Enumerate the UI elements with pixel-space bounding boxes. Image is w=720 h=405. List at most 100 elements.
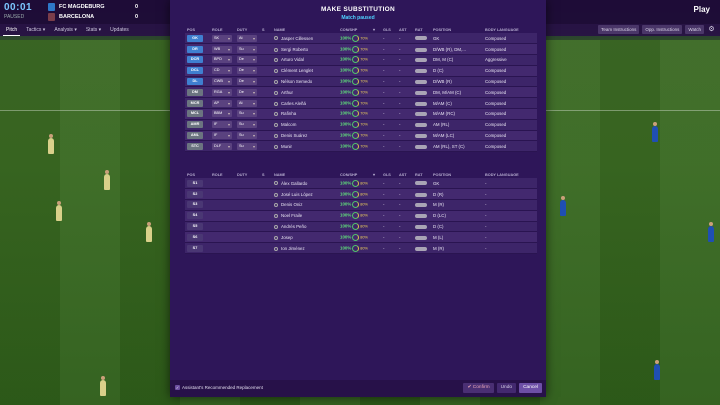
role-select[interactable]: BPD — [212, 56, 232, 64]
table-row[interactable]: DM RGA De Arthur 100% 70% - - DM, M/AM (C) Compos… — [185, 86, 537, 98]
table-row[interactable]: AML IF Su Denis Suárez 100% 70% - - M/AM (LC) Com… — [185, 130, 537, 141]
position-badge[interactable]: S3 — [187, 201, 203, 209]
player-name[interactable]: Ion Jiménez — [281, 245, 305, 251]
opp-instructions-button[interactable]: Opp. Instructions — [642, 25, 683, 34]
player-name[interactable]: Denis Suárez — [281, 133, 308, 139]
role-select[interactable]: DLF — [212, 142, 232, 150]
duty-select[interactable]: Su — [237, 132, 257, 140]
role-select[interactable]: WB — [212, 45, 232, 53]
player-name[interactable]: Carles Aleñá — [281, 100, 306, 106]
player-info-icon[interactable] — [274, 123, 278, 128]
player-name[interactable]: Noel Fraile — [281, 213, 303, 219]
position-badge[interactable]: S4 — [187, 212, 203, 220]
table-row[interactable]: S1 Àlex Gallardo 100% 80% - - GK - — [185, 178, 537, 189]
player-name[interactable]: Clément Lenglet — [281, 68, 313, 74]
player-info-icon[interactable] — [274, 181, 278, 186]
player-name[interactable]: Arturo Vidal — [281, 57, 304, 63]
player-name[interactable]: Rafinha — [281, 111, 297, 117]
player-name[interactable]: Àlex Gallardo — [281, 180, 308, 186]
table-row[interactable]: S3 Denis Oniz 100% 80% - - M (R) - — [185, 199, 537, 211]
play-button[interactable]: Play — [693, 5, 710, 14]
position-badge[interactable]: S7 — [187, 244, 203, 252]
table-row[interactable]: DR WB Su Sergi Roberto 100% 70% - - D/WB (R), DM… — [185, 43, 537, 55]
player-name[interactable]: José Luis López — [281, 191, 313, 197]
duty-select[interactable]: Su — [237, 45, 257, 53]
player-name[interactable]: Munir — [281, 143, 292, 149]
team-instructions-button[interactable]: Team Instructions — [598, 25, 640, 34]
position-badge[interactable]: DM — [187, 88, 203, 96]
role-select[interactable]: SK — [212, 34, 232, 42]
player-info-icon[interactable] — [274, 47, 278, 52]
duty-select[interactable]: De — [237, 67, 257, 75]
player-info-icon[interactable] — [274, 192, 278, 197]
duty-select[interactable]: De — [237, 88, 257, 96]
duty-select[interactable]: De — [237, 56, 257, 64]
position-badge[interactable]: MCR — [187, 99, 203, 107]
position-badge[interactable]: S5 — [187, 223, 203, 231]
cancel-button[interactable]: Cancel — [519, 383, 542, 393]
role-select[interactable]: CWB — [212, 78, 232, 86]
player-info-icon[interactable] — [274, 203, 278, 208]
table-row[interactable]: S6 Josep 100% 80% - - M (L) - — [185, 231, 537, 243]
position-badge[interactable]: DCR — [187, 56, 203, 64]
player-name[interactable]: Denis Oniz — [281, 202, 303, 208]
table-row[interactable]: AMR IF Su Malcom 100% 70% - - AM (RL) Composed — [185, 119, 537, 131]
table-row[interactable]: S7 Ion Jiménez 100% 80% - - M (R) - — [185, 242, 537, 254]
player-info-icon[interactable] — [274, 112, 278, 117]
duty-select[interactable]: At — [237, 99, 257, 107]
player-info-icon[interactable] — [274, 133, 278, 138]
role-select[interactable]: RGA — [212, 88, 232, 96]
table-row[interactable]: MCR AP At Carles Aleñá 100% 70% - - M/AM (C) Comp… — [185, 97, 537, 109]
table-row[interactable]: S2 José Luis López 100% 80% - - D (R) - — [185, 188, 537, 200]
player-name[interactable]: Sergi Roberto — [281, 46, 309, 52]
table-row[interactable]: DL CWB De Nélson Semedo 100% 70% - - D/WB (R) Com… — [185, 76, 537, 87]
player-name[interactable]: Arthur — [281, 89, 293, 95]
duty-select[interactable]: At — [237, 34, 257, 42]
position-badge[interactable]: STC — [187, 142, 203, 150]
player-info-icon[interactable] — [274, 246, 278, 251]
position-badge[interactable]: DCL — [187, 67, 203, 75]
duty-select[interactable]: De — [237, 78, 257, 86]
duty-select[interactable]: Su — [237, 110, 257, 118]
recommended-replacement-toggle[interactable]: ✓ Assistant's Recommended Replacement — [175, 385, 263, 390]
player-info-icon[interactable] — [274, 36, 278, 41]
player-name[interactable]: Jasper Cillessen — [281, 35, 314, 41]
position-badge[interactable]: S2 — [187, 190, 203, 198]
player-info-icon[interactable] — [274, 90, 278, 95]
player-info-icon[interactable] — [274, 58, 278, 63]
position-badge[interactable]: DR — [187, 45, 203, 53]
role-select[interactable]: IF — [212, 132, 232, 140]
table-row[interactable]: STC DLF Su Munir 100% 70% - - AM (RL), ST (C) Com… — [185, 140, 537, 152]
table-row[interactable]: S5 Andrés Peño 100% 80% - - D (C) - — [185, 221, 537, 232]
table-row[interactable]: S4 Noel Fraile 100% 80% - - D (LC) - — [185, 210, 537, 222]
player-name[interactable]: Josep — [281, 234, 293, 240]
undo-button[interactable]: Undo — [496, 383, 517, 393]
duty-select[interactable]: Su — [237, 142, 257, 150]
role-select[interactable]: CD — [212, 67, 232, 75]
player-name[interactable]: Malcom — [281, 122, 297, 128]
position-badge[interactable]: S1 — [187, 179, 203, 187]
player-info-icon[interactable] — [274, 101, 278, 106]
role-select[interactable]: BBM — [212, 110, 232, 118]
player-info-icon[interactable] — [274, 69, 278, 74]
col-sort-icon[interactable]: ▾ — [373, 173, 375, 177]
tab-tactics[interactable]: Tactics ▾ — [26, 27, 46, 33]
player-info-icon[interactable] — [274, 224, 278, 229]
tab-updates[interactable]: Updates — [110, 27, 129, 33]
player-name[interactable]: Nélson Semedo — [281, 79, 313, 85]
player-info-icon[interactable] — [274, 144, 278, 149]
position-badge[interactable]: AML — [187, 132, 203, 140]
table-row[interactable]: DCL CD De Clément Lenglet 100% 70% - - D (C) Comp… — [185, 65, 537, 77]
player-info-icon[interactable] — [274, 214, 278, 219]
duty-select[interactable]: Su — [237, 121, 257, 129]
position-badge[interactable]: DL — [187, 78, 203, 86]
table-row[interactable]: MCL BBM Su Rafinha 100% 70% - - M/AM (RC) Compose… — [185, 108, 537, 120]
watch-button[interactable]: Watch — [685, 25, 704, 34]
gear-icon[interactable]: ⚙ — [708, 26, 715, 33]
position-badge[interactable]: MCL — [187, 110, 203, 118]
role-select[interactable]: IF — [212, 121, 232, 129]
player-info-icon[interactable] — [274, 79, 278, 84]
role-select[interactable]: AP — [212, 99, 232, 107]
position-badge[interactable]: GK — [187, 34, 203, 42]
table-row[interactable]: DCR BPD De Arturo Vidal 100% 70% - - DM, M (C) Ag… — [185, 54, 537, 66]
